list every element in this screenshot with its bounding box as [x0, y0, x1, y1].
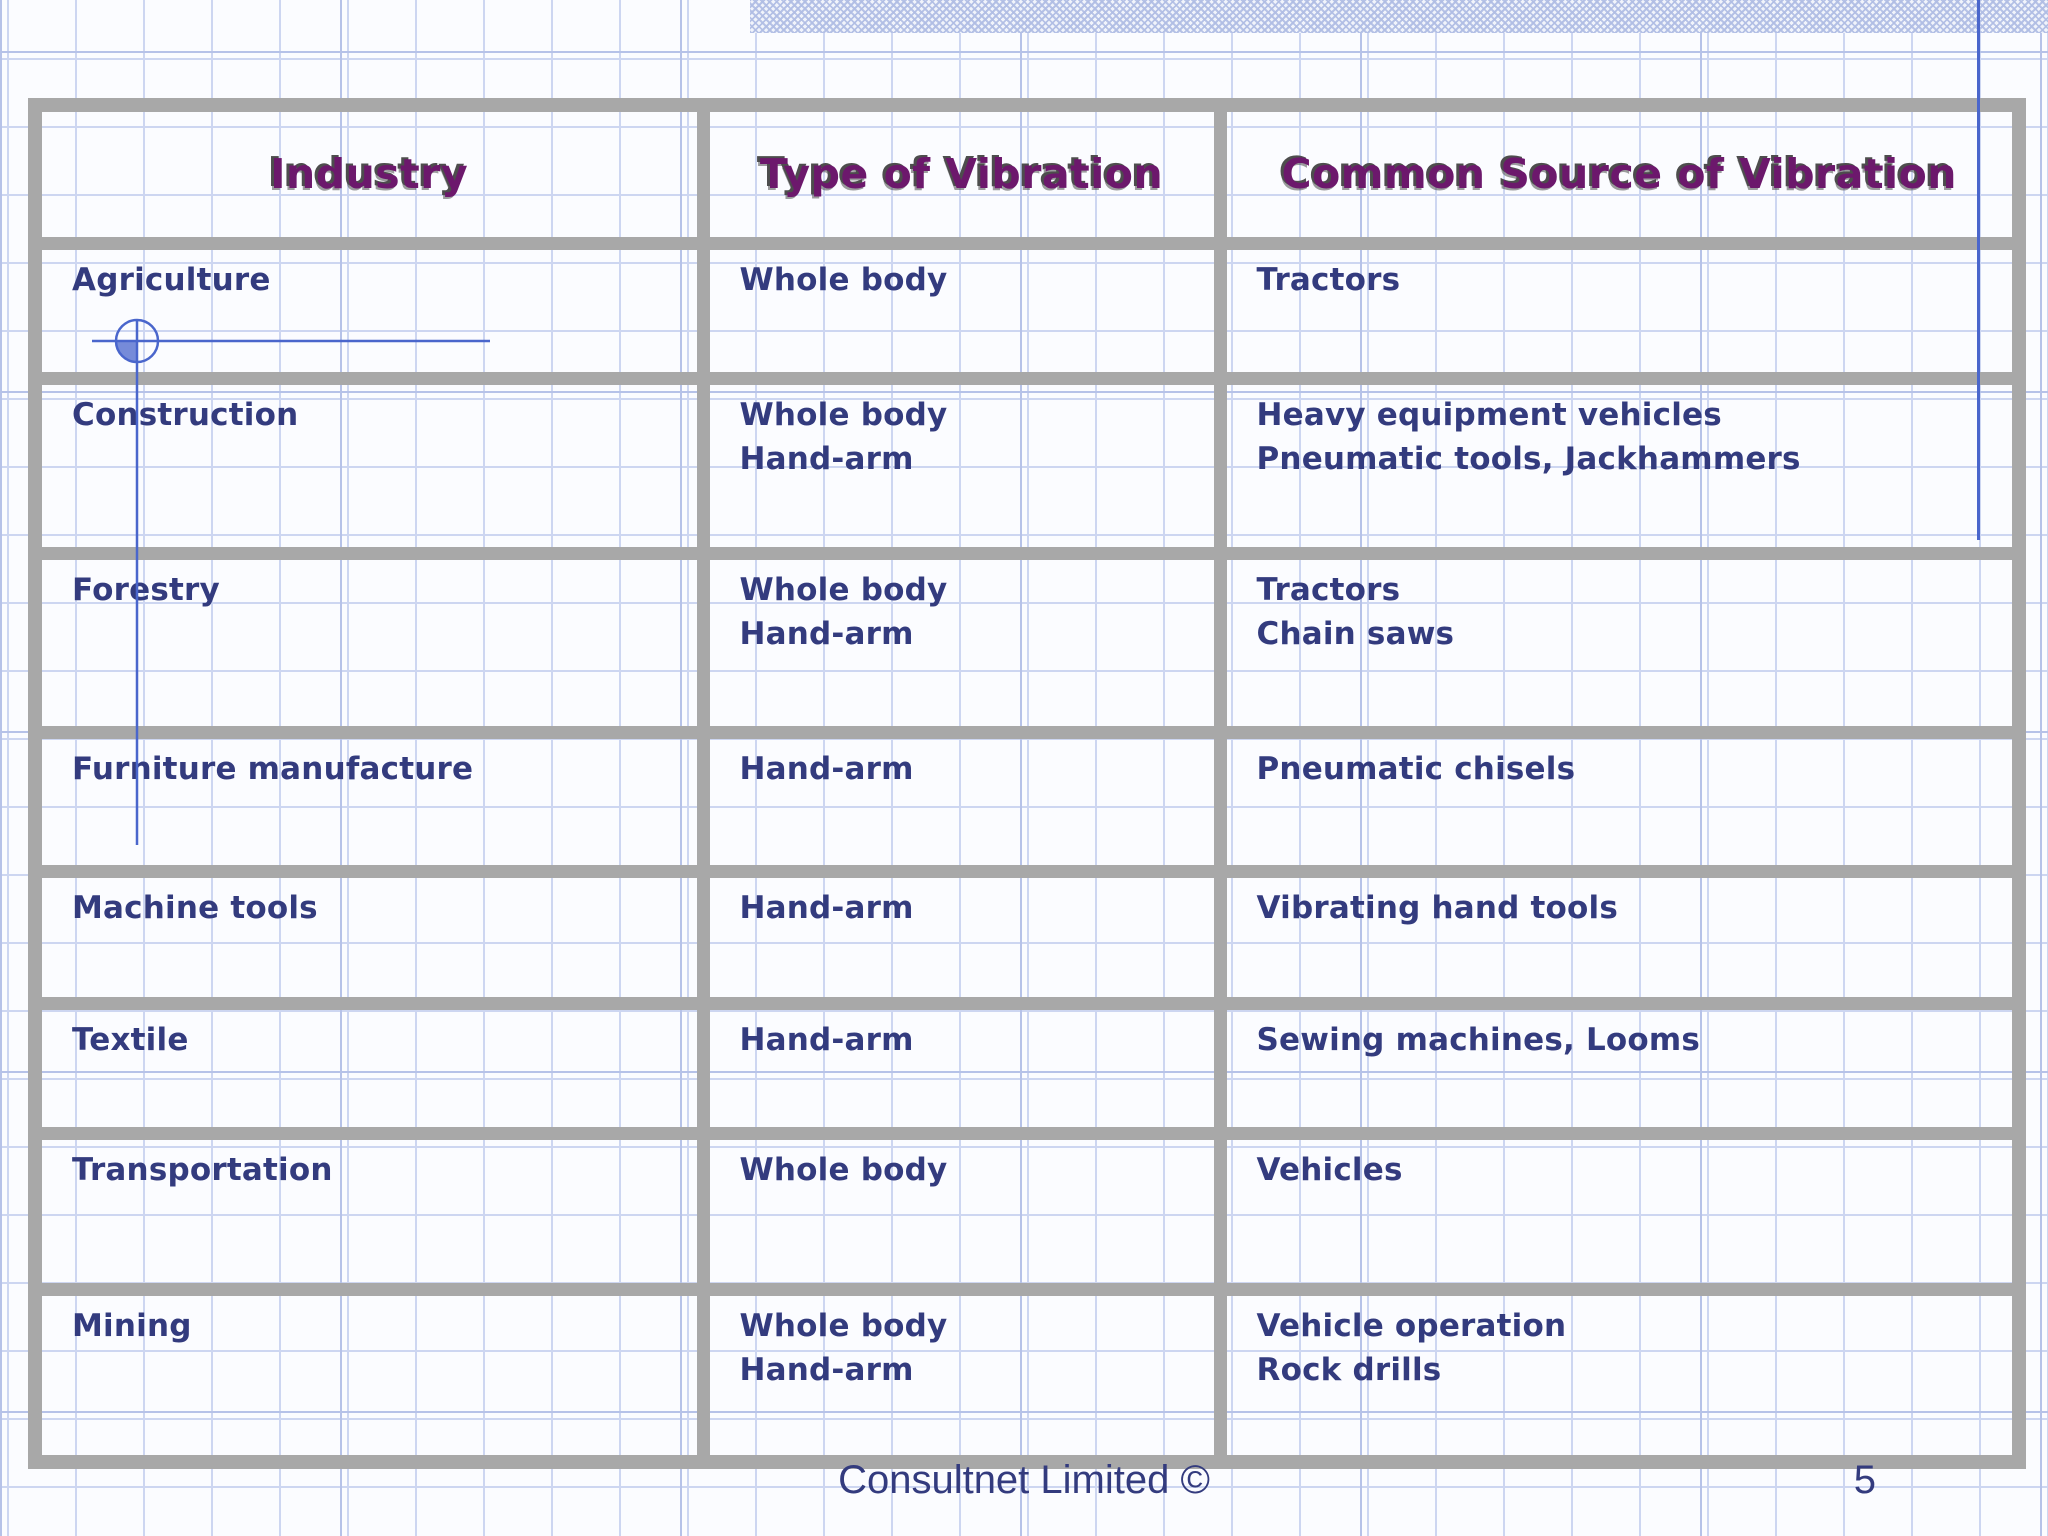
table-row-transportation: Transportation Whole body Vehicles — [28, 1126, 2026, 1296]
type-cell: Hand-arm — [696, 996, 1227, 1140]
blueprint-vertical-line — [1977, 0, 1980, 540]
col-header-industry: Industry — [28, 98, 710, 250]
col-header-type: Type of Vibration — [696, 98, 1227, 250]
table-row-forestry: Forestry Whole body Hand-arm Tractors Ch… — [28, 546, 2026, 739]
source-cell: Tractors Chain saws — [1213, 546, 2026, 739]
table-header-row: Industry Type of Vibration Common Source… — [28, 98, 2026, 250]
type-cell: Hand-arm — [696, 725, 1227, 878]
industry-cell: Furniture manufacture — [28, 725, 710, 878]
industry-cell: Agriculture — [28, 236, 710, 385]
type-cell: Whole body Hand-arm — [696, 1282, 1227, 1469]
footer-company: Consultnet Limited © — [838, 1458, 1210, 1502]
industry-cell: Textile — [28, 996, 710, 1140]
source-cell: Vehicles — [1213, 1126, 2026, 1296]
source-cell: Pneumatic chisels — [1213, 725, 2026, 878]
type-cell: Whole body Hand-arm — [696, 546, 1227, 739]
vibration-table: Industry Type of Vibration Common Source… — [28, 98, 2026, 1469]
table-row-mining: Mining Whole body Hand-arm Vehicle opera… — [28, 1282, 2026, 1469]
table-row-machine-tools: Machine tools Hand-arm Vibrating hand to… — [28, 864, 2026, 1010]
source-cell: Heavy equipment vehicles Pneumatic tools… — [1213, 371, 2026, 560]
type-cell: Whole body Hand-arm — [696, 371, 1227, 560]
industry-cell: Machine tools — [28, 864, 710, 1010]
col-header-source: Common Source of Vibration — [1213, 98, 2026, 250]
source-cell: Vibrating hand tools — [1213, 864, 2026, 1010]
table-row-agriculture: Agriculture Whole body Tractors — [28, 236, 2026, 385]
type-cell: Hand-arm — [696, 864, 1227, 1010]
table-row-construction: Construction Whole body Hand-arm Heavy e… — [28, 371, 2026, 560]
top-texture-band — [750, 0, 2048, 33]
source-cell: Tractors — [1213, 236, 2026, 385]
industry-cell: Transportation — [28, 1126, 710, 1296]
table-row-furniture: Furniture manufacture Hand-arm Pneumatic… — [28, 725, 2026, 878]
table-row-textile: Textile Hand-arm Sewing machines, Looms — [28, 996, 2026, 1140]
type-cell: Whole body — [696, 1126, 1227, 1296]
source-cell: Vehicle operation Rock drills — [1213, 1282, 2026, 1469]
industry-cell: Mining — [28, 1282, 710, 1469]
compass-crosshair-icon — [92, 318, 490, 845]
industry-cell: Forestry — [28, 546, 710, 739]
page-number: 5 — [1853, 1458, 1876, 1502]
source-cell: Sewing machines, Looms — [1213, 996, 2026, 1140]
type-cell: Whole body — [696, 236, 1227, 385]
industry-cell: Construction — [28, 371, 710, 560]
